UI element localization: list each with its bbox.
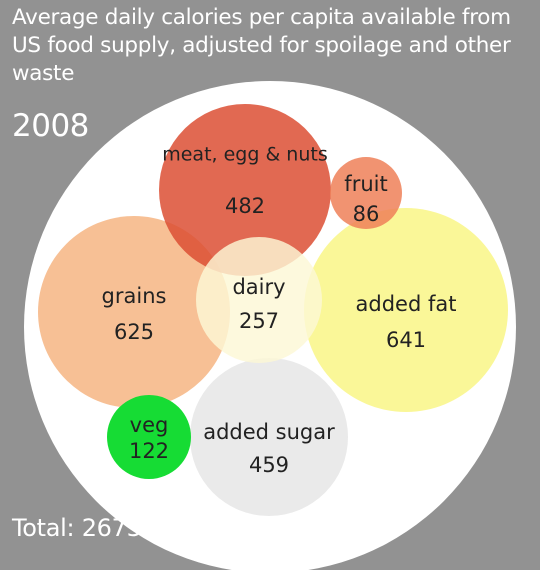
bubble-veg (107, 395, 191, 479)
bubble-added-fat (304, 208, 508, 412)
chart-title: Average daily calories per capita availa… (12, 5, 511, 86)
label-fruit: fruit (344, 172, 387, 196)
label-grains: grains (102, 284, 167, 308)
total-value: 2673 (81, 514, 142, 542)
total-text: Total: (12, 514, 75, 542)
year-label: 2008 (12, 108, 89, 144)
label-added-fat: added fat (356, 292, 457, 316)
value-veg: 122 (129, 439, 169, 463)
total-label: Total: 2673 (12, 514, 142, 542)
bubble-added-sugar (190, 358, 348, 516)
bubble-fruit (330, 157, 402, 229)
value-fruit: 86 (353, 202, 380, 226)
label-added-sugar: added sugar (203, 420, 335, 444)
label-veg: veg (130, 413, 169, 437)
label-meat-egg-and-nuts: meat, egg & nuts (162, 144, 328, 166)
value-grains: 625 (114, 320, 154, 344)
value-meat-egg-and-nuts: 482 (225, 194, 265, 218)
bubble-dairy (196, 237, 322, 363)
bubble-meat-egg-and-nuts (159, 104, 331, 276)
bubble-grains (38, 216, 230, 408)
label-dairy: dairy (232, 275, 285, 299)
value-added-sugar: 459 (249, 453, 289, 477)
value-dairy: 257 (239, 309, 279, 333)
value-added-fat: 641 (386, 328, 426, 352)
